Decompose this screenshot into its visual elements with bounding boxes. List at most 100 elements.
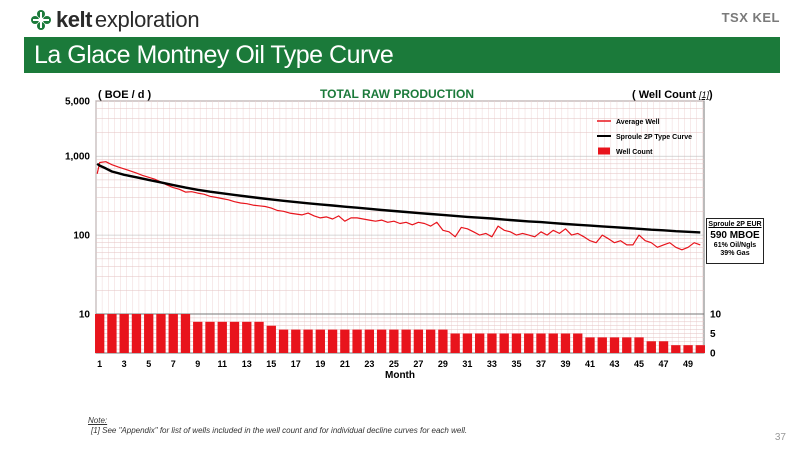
well-count-bar xyxy=(609,337,620,353)
y-axis-tick-label: 100 xyxy=(73,231,90,242)
x-axis-tick-label: 5 xyxy=(146,359,151,369)
well-count-bar xyxy=(695,345,705,353)
title-bar: La Glace Montney Oil Type Curve xyxy=(24,37,780,73)
page-number: 37 xyxy=(774,432,786,443)
chart-axes: 10 100 1,000 5,000 0 5 10 1 3 5 7 9 11 13 15 17 19 21 23 25… xyxy=(65,97,722,382)
well-count-bars xyxy=(95,314,705,353)
secondary-unit-text: ( Well Count xyxy=(632,89,700,101)
y2-axis-tick-label: 0 xyxy=(710,349,716,360)
y-axis-tick-label: 5,000 xyxy=(65,97,90,108)
x-axis-tick-label: 1 xyxy=(97,359,102,369)
well-count-bar xyxy=(413,329,424,353)
well-count-bar xyxy=(217,321,227,353)
well-count-bar xyxy=(327,329,338,353)
eur-summary-box: Sproule 2P EUR 590 MBOE 61% Oil/Ngls 39%… xyxy=(706,218,764,264)
x-axis-tick-label: 25 xyxy=(389,359,399,369)
x-axis-tick-label: 33 xyxy=(487,359,497,369)
well-count-bar xyxy=(597,337,607,353)
well-count-bar xyxy=(536,333,546,353)
y2-axis-tick-label: 10 xyxy=(710,310,722,321)
x-axis-tick-label: 21 xyxy=(340,359,350,369)
well-count-bar xyxy=(193,321,203,353)
footnote-reference: [1] xyxy=(699,90,710,100)
well-count-bar xyxy=(229,321,240,353)
legend-label: Well Count xyxy=(616,149,653,156)
chart-title: TOTAL RAW PRODUCTION xyxy=(320,87,474,101)
well-count-bar xyxy=(156,314,166,353)
well-count-bar xyxy=(352,329,362,353)
well-count-bar xyxy=(119,314,129,353)
well-count-bar xyxy=(389,329,399,353)
well-count-bar xyxy=(205,321,215,353)
x-axis-tick-label: 3 xyxy=(122,359,127,369)
logo-text-kelt: kelt xyxy=(56,7,92,32)
y-axis-tick-label: 10 xyxy=(79,310,91,321)
well-count-bar xyxy=(499,333,509,353)
well-count-bar xyxy=(511,333,522,353)
x-axis-tick-label: 37 xyxy=(536,359,546,369)
x-axis-tick-label: 39 xyxy=(560,359,570,369)
well-count-bar xyxy=(107,314,117,353)
x-axis-tick-label: 7 xyxy=(171,359,176,369)
well-count-bar xyxy=(254,321,264,353)
x-axis-tick-label: 11 xyxy=(218,359,228,369)
x-axis-tick-label: 9 xyxy=(195,359,200,369)
x-axis-tick-label: 27 xyxy=(413,359,423,369)
x-axis-tick-label: 45 xyxy=(634,359,644,369)
well-count-bar xyxy=(475,333,485,353)
well-count-bar xyxy=(315,329,325,353)
average-well-line xyxy=(96,161,701,251)
well-count-bar xyxy=(634,337,644,353)
well-count-bar xyxy=(340,329,350,353)
well-count-bar xyxy=(450,333,460,353)
note-text: [1] See "Appendix" for list of wells inc… xyxy=(91,426,468,435)
well-count-bar xyxy=(425,329,436,353)
type-curve-line xyxy=(96,162,701,234)
well-count-bar xyxy=(168,314,178,353)
exchange-logo: TSX KEL xyxy=(721,10,780,25)
well-count-bar xyxy=(376,329,387,353)
well-count-bar xyxy=(646,341,656,353)
x-axis-tick-label: 47 xyxy=(659,359,669,369)
well-count-bar xyxy=(462,333,473,353)
x-axis-tick-label: 41 xyxy=(585,359,595,369)
company-logo: kelt exploration xyxy=(30,6,200,34)
well-count-bar xyxy=(585,337,595,353)
x-axis-tick-label: 13 xyxy=(242,359,252,369)
well-count-bar xyxy=(658,341,669,353)
secondary-y-axis-unit-label: ( Well Count [1]) xyxy=(632,89,713,101)
footnote: Note: [1] See "Appendix" for list of wel… xyxy=(88,416,467,435)
well-count-bar xyxy=(683,345,693,353)
well-count-bar xyxy=(364,329,375,353)
eur-value: 590 MBOE xyxy=(710,230,760,241)
x-axis-tick-label: 43 xyxy=(610,359,620,369)
chart-legend: Average Well Sproule 2P Type Curve Well Co… xyxy=(597,119,692,156)
x-axis-tick-label: 49 xyxy=(683,359,693,369)
x-axis-tick-label: 23 xyxy=(364,359,374,369)
x-axis-tick-label: 35 xyxy=(511,359,521,369)
chart-grid xyxy=(95,100,705,354)
well-count-bar xyxy=(622,337,632,353)
legend-label: Sproule 2P Type Curve xyxy=(616,134,692,141)
clover-logo-icon xyxy=(31,10,51,30)
note-label: Note: xyxy=(88,416,108,425)
y-axis-tick-label: 1,000 xyxy=(65,152,90,163)
y-axis-unit-label: ( BOE / d ) xyxy=(98,89,152,101)
well-count-bar xyxy=(95,314,105,353)
eur-oil-share: 61% Oil/Ngls xyxy=(713,242,757,249)
eur-title: Sproule 2P EUR xyxy=(708,221,762,228)
production-lines xyxy=(96,161,701,251)
x-axis-tick-label: 17 xyxy=(291,359,301,369)
well-count-bar xyxy=(180,314,191,353)
well-count-bar xyxy=(303,329,313,353)
well-count-bar xyxy=(548,333,558,353)
legend-swatch xyxy=(598,147,610,155)
logo-text-exploration: exploration xyxy=(94,7,200,32)
x-axis-tick-label: 15 xyxy=(266,359,276,369)
secondary-unit-close: ) xyxy=(709,89,713,101)
legend-label: Average Well xyxy=(616,119,660,126)
well-count-bar xyxy=(524,333,534,353)
x-axis-tick-label: 19 xyxy=(315,359,325,369)
well-count-bar xyxy=(278,329,289,353)
well-count-bar xyxy=(438,329,448,353)
